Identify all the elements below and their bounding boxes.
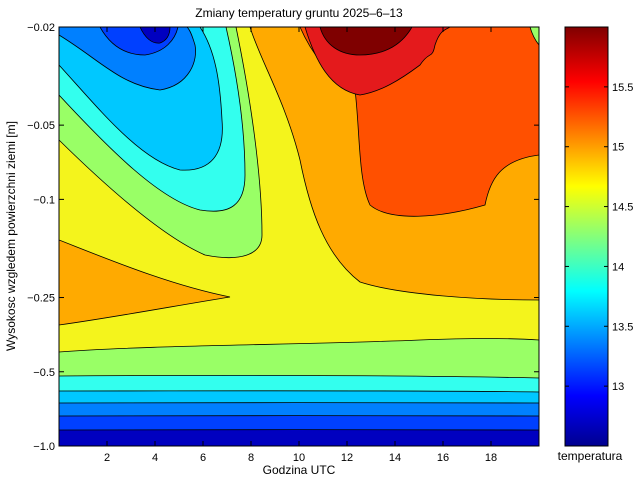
contour-band-darkblue-lower xyxy=(59,429,539,446)
y-tick-label: −0.02 xyxy=(27,22,55,34)
y-axis: −0.02 −0.05 −0.1 −0.25 −0.5 −1.0 xyxy=(27,22,539,453)
y-tick-label: −0.5 xyxy=(33,367,55,379)
x-tick-label: 8 xyxy=(248,452,254,464)
y-tick-label: −0.1 xyxy=(33,194,55,206)
x-tick-label: 16 xyxy=(437,452,449,464)
contour-band-darkred xyxy=(319,27,413,56)
colorbar-tick-label: 15.5 xyxy=(612,82,633,94)
y-tick-label: −1.0 xyxy=(33,441,55,453)
x-tick-label: 18 xyxy=(485,452,497,464)
y-axis-label: Wysokosc wzgledem powierzchni ziemi [m] xyxy=(4,121,18,351)
contour-band-green-right xyxy=(529,27,539,46)
colorbar-label: temperatura xyxy=(558,449,623,463)
x-tick-label: 6 xyxy=(200,452,206,464)
x-tick-label: 10 xyxy=(293,452,305,464)
colorbar-ticks: 13 13.5 14 14.5 15 15.5 xyxy=(565,82,633,393)
colorbar-tick-label: 15 xyxy=(612,142,624,154)
x-axis: 2 4 6 8 10 12 14 16 18 xyxy=(104,27,497,464)
contour-band-darkblue-upper xyxy=(139,27,171,44)
colorbar-tick-label: 13 xyxy=(612,381,624,393)
x-axis-label: Godzina UTC xyxy=(263,463,336,477)
x-tick-label: 4 xyxy=(152,452,158,464)
y-tick-label: −0.25 xyxy=(27,293,55,305)
contour-band-orange-left xyxy=(59,239,231,326)
y-tick-label: −0.05 xyxy=(27,120,55,132)
plot-area xyxy=(58,26,540,447)
colorbar: 13 13.5 14 14.5 15 15.5 xyxy=(564,26,633,447)
x-tick-label: 2 xyxy=(104,452,110,464)
chart-title: Zmiany temperatury gruntu 2025–6–13 xyxy=(195,6,403,20)
colorbar-tick-label: 14 xyxy=(612,261,624,273)
colorbar-gradient xyxy=(564,26,609,447)
x-tick-label: 14 xyxy=(389,452,401,464)
colorbar-tick-label: 14.5 xyxy=(612,202,633,214)
colorbar-tick-label: 13.5 xyxy=(612,321,633,333)
x-tick-label: 12 xyxy=(341,452,353,464)
